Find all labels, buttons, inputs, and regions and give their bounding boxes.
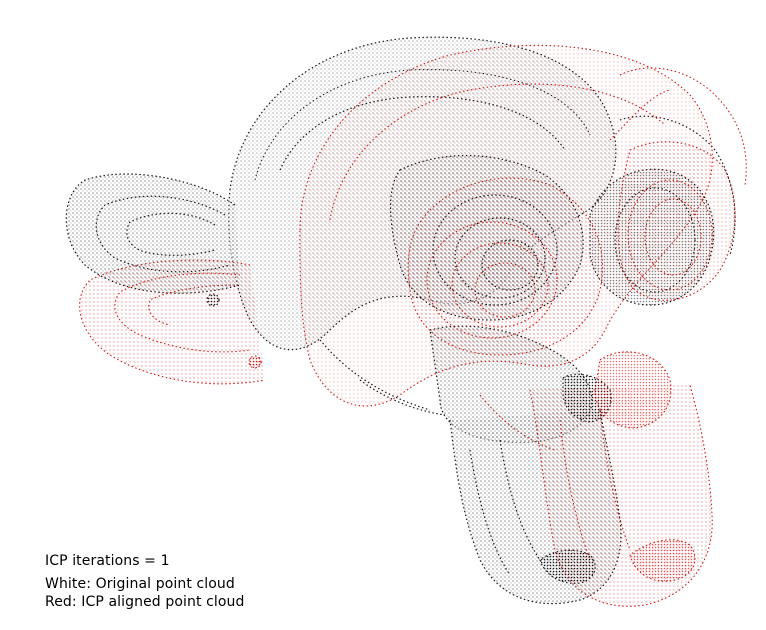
- legend-original-cloud: White: Original point cloud: [45, 576, 235, 592]
- legend-aligned-cloud: Red: ICP aligned point cloud: [45, 594, 245, 610]
- icp-iteration-label: ICP iterations = 1: [45, 553, 170, 569]
- aligned-point-cloud: [79, 44, 747, 607]
